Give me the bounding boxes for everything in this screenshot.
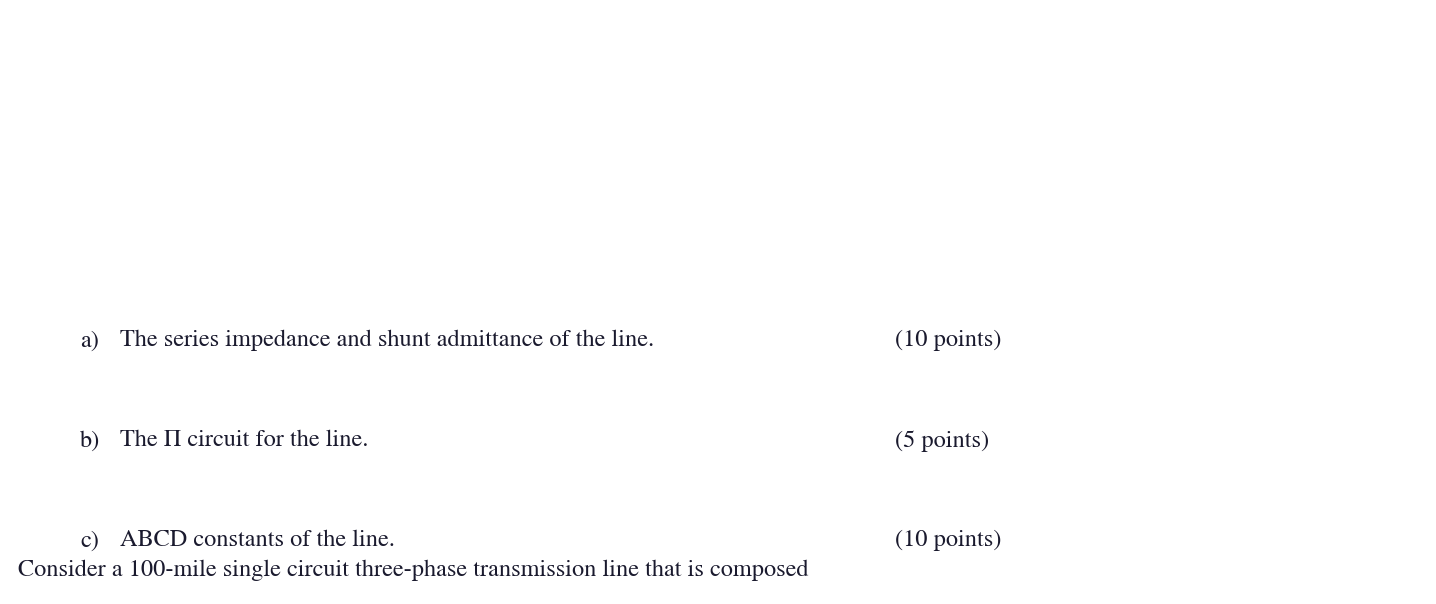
Text: (5 points): (5 points) — [895, 430, 989, 452]
Text: (10 points): (10 points) — [895, 330, 1001, 352]
Text: (10 points): (10 points) — [895, 530, 1001, 551]
Text: The Π circuit for the line.: The Π circuit for the line. — [121, 430, 369, 451]
Text: a): a) — [80, 330, 99, 352]
Text: ABCD constants of the line.: ABCD constants of the line. — [121, 530, 395, 551]
Text: b): b) — [80, 430, 101, 451]
Text: c): c) — [80, 530, 99, 551]
Text: The series impedance and shunt admittance of the line.: The series impedance and shunt admittanc… — [121, 330, 655, 352]
Text: Consider a 100-mile single circuit three-phase transmission line that is compose: Consider a 100-mile single circuit three… — [19, 560, 808, 582]
